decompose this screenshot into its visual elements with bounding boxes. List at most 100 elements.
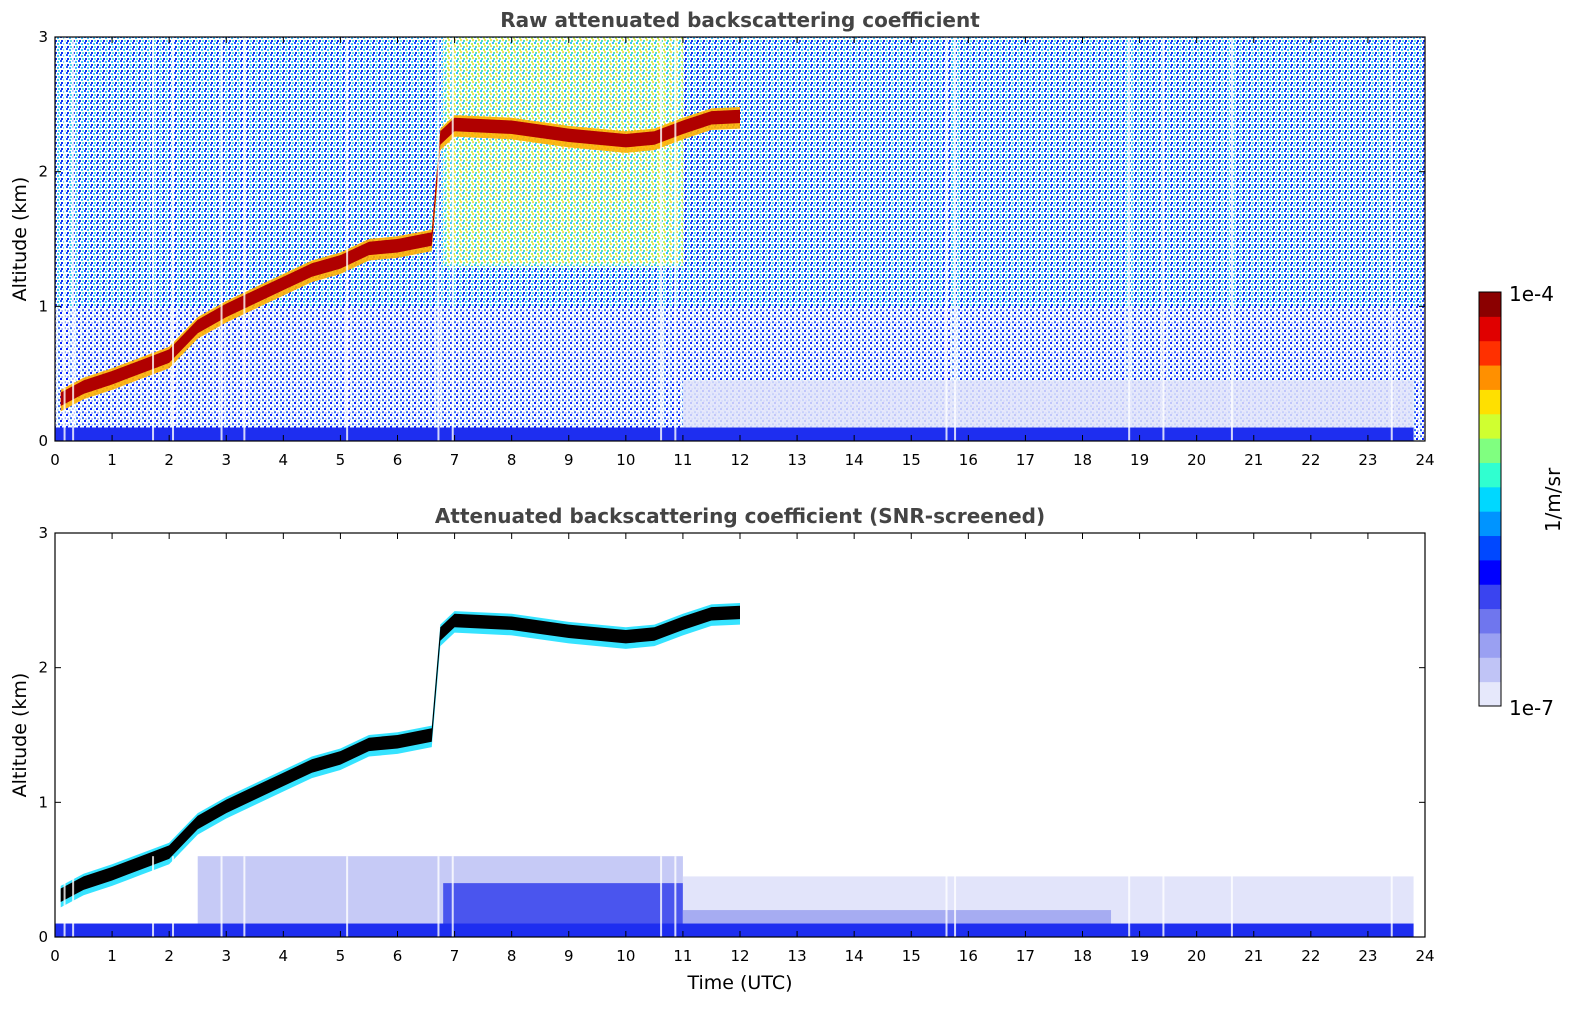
dropout-streak (945, 856, 948, 937)
dropout-streak (172, 37, 175, 441)
dropout-streak (72, 37, 75, 441)
x-tick-label: 11 (673, 947, 692, 965)
x-tick-label: 4 (279, 451, 289, 469)
x-tick-label: 2 (164, 947, 174, 965)
x-tick-label: 16 (959, 451, 978, 469)
dropout-streak (1162, 37, 1165, 441)
dropout-streak (437, 37, 440, 441)
x-tick-label: 24 (1415, 451, 1434, 469)
dropout-streak (243, 856, 246, 937)
x-tick-label: 4 (279, 947, 289, 965)
x-tick-label: 7 (450, 451, 460, 469)
y-tick-label: 1 (38, 297, 48, 315)
x-tick-label: 0 (50, 451, 60, 469)
y-axis-label: Altitude (km) (9, 177, 31, 302)
chart-title: Attenuated backscattering coefficient (S… (435, 504, 1045, 528)
layer-core (60, 109, 741, 406)
y-tick-label: 0 (38, 928, 48, 946)
colorbar-segment (1479, 365, 1501, 390)
x-tick-label: 5 (336, 947, 346, 965)
x-tick-label: 2 (164, 451, 174, 469)
x-tick-label: 16 (959, 947, 978, 965)
y-tick-label: 2 (38, 163, 48, 181)
x-tick-label: 23 (1358, 451, 1377, 469)
x-tick-label: 1 (107, 947, 117, 965)
surface-band (55, 427, 1414, 441)
colorbar-segment (1479, 340, 1501, 366)
dropout-streak (437, 856, 440, 937)
colorbar-segment (1479, 584, 1501, 610)
y-tick-label: 3 (38, 28, 48, 46)
dropout-streak (243, 37, 246, 441)
x-tick-label: 6 (393, 947, 403, 965)
x-tick-label: 3 (221, 947, 231, 965)
colorbar-segment (1479, 559, 1501, 585)
x-tick-label: 24 (1415, 947, 1434, 965)
y-tick-label: 0 (38, 432, 48, 450)
x-axis-label: Time (UTC) (686, 972, 792, 994)
dropout-streak (674, 37, 677, 441)
colorbar-segment (1479, 462, 1501, 488)
x-tick-label: 21 (1244, 451, 1263, 469)
y-tick-label: 1 (38, 793, 48, 811)
dropout-streak (1230, 856, 1233, 937)
x-tick-label: 14 (845, 947, 864, 965)
colorbar-unit-label: 1/m/sr (1541, 467, 1565, 532)
x-tick-label: 22 (1301, 451, 1320, 469)
x-tick-label: 9 (564, 451, 574, 469)
x-tick-label: 8 (507, 451, 517, 469)
x-tick-label: 6 (393, 451, 403, 469)
x-tick-label: 19 (1130, 947, 1149, 965)
dropout-streak (674, 856, 677, 937)
colorbar-frame (1478, 291, 1502, 707)
x-tick-label: 9 (564, 947, 574, 965)
dropout-streak (346, 856, 349, 937)
colorbar-segment (1479, 608, 1501, 634)
dropout-streak (660, 37, 663, 441)
colorbar (1478, 291, 1502, 707)
colorbar-segment (1479, 316, 1501, 342)
aerosol-noise-region (443, 37, 683, 266)
colorbar-segment (1479, 413, 1501, 439)
dropout-streak (220, 37, 223, 441)
x-tick-label: 15 (902, 451, 921, 469)
dropout-streak (954, 856, 957, 937)
x-tick-label: 8 (507, 947, 517, 965)
dropout-streak (72, 856, 75, 937)
x-tick-label: 22 (1301, 947, 1320, 965)
y-tick-label: 2 (38, 659, 48, 677)
dropout-streak (1390, 37, 1393, 441)
x-tick-label: 3 (221, 451, 231, 469)
x-tick-label: 20 (1187, 947, 1206, 965)
x-tick-label: 10 (616, 451, 635, 469)
raw-backscatter-panel: Raw attenuated backscattering coefficien… (9, 8, 1435, 469)
y-axis-label: Altitude (km) (9, 673, 31, 798)
dropout-streak (1230, 37, 1233, 441)
dropout-streak (1162, 856, 1165, 937)
dropout-streak (1128, 37, 1131, 441)
x-tick-label: 1 (107, 451, 117, 469)
x-tick-label: 13 (788, 947, 807, 965)
screened-backscatter-panel: Attenuated backscattering coefficient (S… (9, 504, 1435, 994)
x-tick-label: 5 (336, 451, 346, 469)
colorbar-segment (1479, 438, 1501, 463)
dropout-streak (451, 856, 454, 937)
y-tick-label: 3 (38, 524, 48, 542)
colorbar-segment (1479, 292, 1501, 317)
dropout-streak (172, 856, 175, 937)
x-tick-label: 18 (1073, 451, 1092, 469)
colorbar-segment (1479, 681, 1501, 707)
layer-core (60, 605, 741, 902)
colorbar-segment (1479, 535, 1501, 561)
x-tick-label: 18 (1073, 947, 1092, 965)
x-tick-label: 12 (730, 947, 749, 965)
dropout-streak (954, 37, 957, 441)
dropout-streak (945, 37, 948, 441)
x-tick-label: 21 (1244, 947, 1263, 965)
colorbar-segment (1479, 486, 1501, 512)
x-tick-label: 10 (616, 947, 635, 965)
dropout-streak (1390, 856, 1393, 937)
colorbar-segment (1479, 632, 1501, 658)
dropout-streak (152, 37, 155, 441)
colorbar-segment (1479, 389, 1501, 415)
